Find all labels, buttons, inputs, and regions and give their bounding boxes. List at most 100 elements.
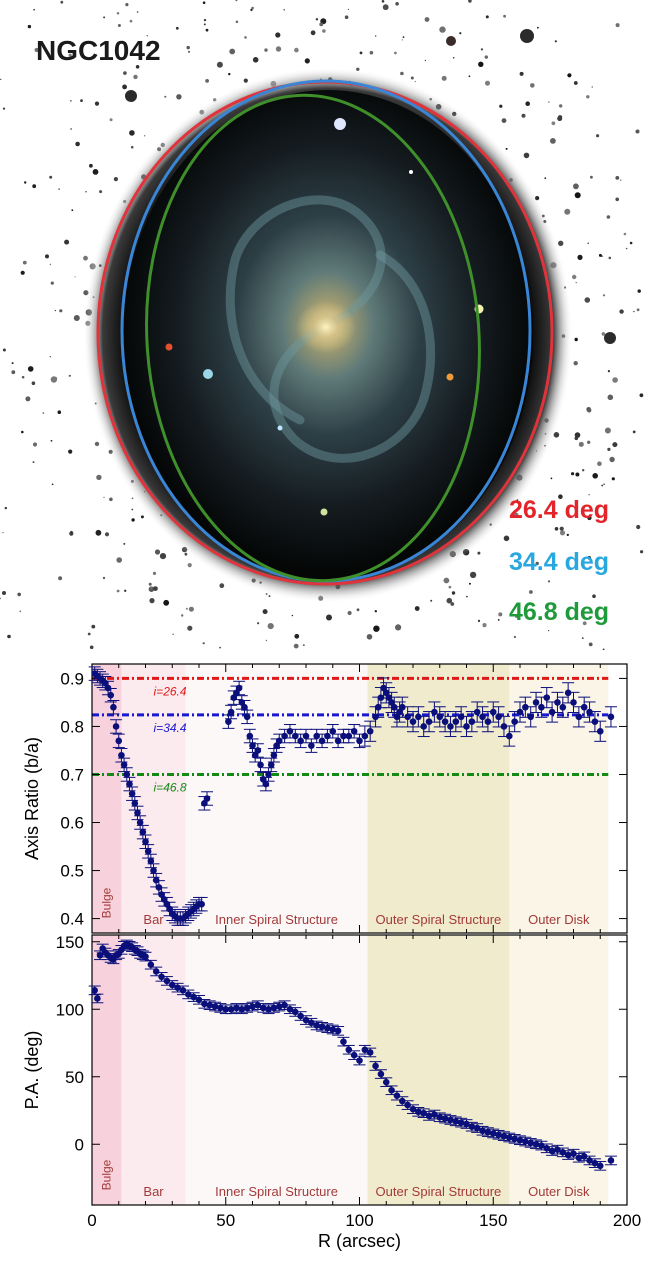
noise-speck [94,101,100,106]
position-angle-x-axis-label: R (arcsec) [318,1231,401,1251]
noise-speck [87,632,91,636]
noise-speck [125,3,129,7]
axis-ratio-data-point [431,708,438,716]
position-angle-data-point [345,1046,353,1054]
axis-ratio-region-label: Bulge [100,887,114,918]
position-angle-x-tick-label: 50 [216,1211,235,1230]
noise-speck [581,637,584,640]
noise-speck [400,71,404,76]
noise-speck [70,100,72,102]
noise-speck [498,612,503,617]
noise-speck [131,497,134,500]
noise-speck [2,348,6,352]
axis-ratio-data-point [607,713,615,721]
noise-speck [49,263,52,266]
position-angle-region-label: Outer Disk [528,1184,590,1199]
noise-speck [521,113,526,118]
noise-speck [574,337,578,342]
noise-speck [181,614,184,617]
position-angle-data-point [516,1136,524,1144]
position-angle-data-point [340,1038,347,1045]
position-angle-x-tick-label: 150 [479,1211,507,1230]
position-angle-data-point [607,1157,615,1164]
noise-speck [116,589,120,593]
noise-speck [469,571,477,579]
axis-ratio-data-point [198,900,205,908]
noise-speck [244,36,247,39]
position-angle-data-point [329,1026,337,1033]
axis-ratio-data-point [543,694,551,701]
noise-speck [27,366,34,372]
noise-speck [375,35,377,37]
noise-speck [294,47,299,53]
position-angle-data-point [441,1115,449,1122]
axis-ratio-data-point [436,713,444,721]
position-angle-data-point [243,1004,251,1012]
noise-speck [146,35,148,37]
axis-ratio-y-tick-label: 0.5 [60,862,84,881]
noise-speck [116,557,122,563]
noise-speck [505,147,508,150]
noise-speck [381,0,385,3]
noise-speck [401,39,403,41]
axis-ratio-data-point [527,713,534,721]
noise-speck [636,524,641,530]
position-angle-region-label: Outer Spiral Structure [376,1184,502,1199]
noise-speck [592,473,598,479]
noise-speck [21,375,25,379]
noise-speck [7,634,11,639]
position-angle-data-point [468,1123,476,1130]
noise-speck [591,86,593,88]
axis-ratio-region-label: Bar [143,912,164,927]
axis-ratio-data-point [265,771,272,778]
noise-speck [235,20,239,24]
noise-speck [219,583,225,589]
noise-speck [96,474,102,481]
position-angle-data-point [425,1112,433,1120]
position-angle-data-point [249,1003,256,1010]
position-angle-data-point [147,961,155,968]
noise-speck [109,497,113,502]
noise-speck [42,412,45,414]
noise-speck [32,442,38,447]
position-angle-data-point [334,1027,342,1035]
noise-speck [150,587,153,590]
position-angle-data-point [142,953,149,960]
noise-speck [187,625,193,631]
axis-ratio-data-point [123,771,131,778]
position-angle-data-point [489,1130,497,1137]
noise-speck [571,472,575,476]
noise-speck [186,45,190,50]
axis-ratio-data-point [120,761,128,769]
noise-speck [89,645,94,650]
noise-speck [175,26,179,30]
noise-speck [547,580,551,583]
axis-ratio-data-point [243,713,251,721]
noise-speck [414,606,420,611]
position-angle-data-point [265,1005,272,1013]
position-angle-data-point [372,1062,379,1070]
noise-speck [33,8,35,11]
axis-ratio-data-point [554,699,561,706]
noise-speck [414,80,416,83]
noise-speck [446,597,453,604]
noise-speck [293,643,299,649]
axis-ratio-data-point [302,732,310,740]
noise-speck [55,377,58,379]
noise-speck [20,270,25,275]
noise-speck [603,483,605,486]
noise-speck [188,606,194,612]
noise-speck [564,208,571,215]
noise-speck [310,30,316,36]
noise-speck [27,24,32,29]
noise-speck [448,585,452,589]
noise-speck [424,17,430,22]
noise-speck [149,598,155,604]
noise-speck [439,26,446,33]
noise-speck [302,644,305,647]
position-angle-data-point [324,1024,331,1032]
position-angle-y-tick-label: 150 [56,933,84,952]
profile-charts: Bulge Bar Inner Spiral Structure Outer Spir… [22,663,641,1251]
noise-speck [235,0,238,2]
noise-speck [596,134,600,138]
